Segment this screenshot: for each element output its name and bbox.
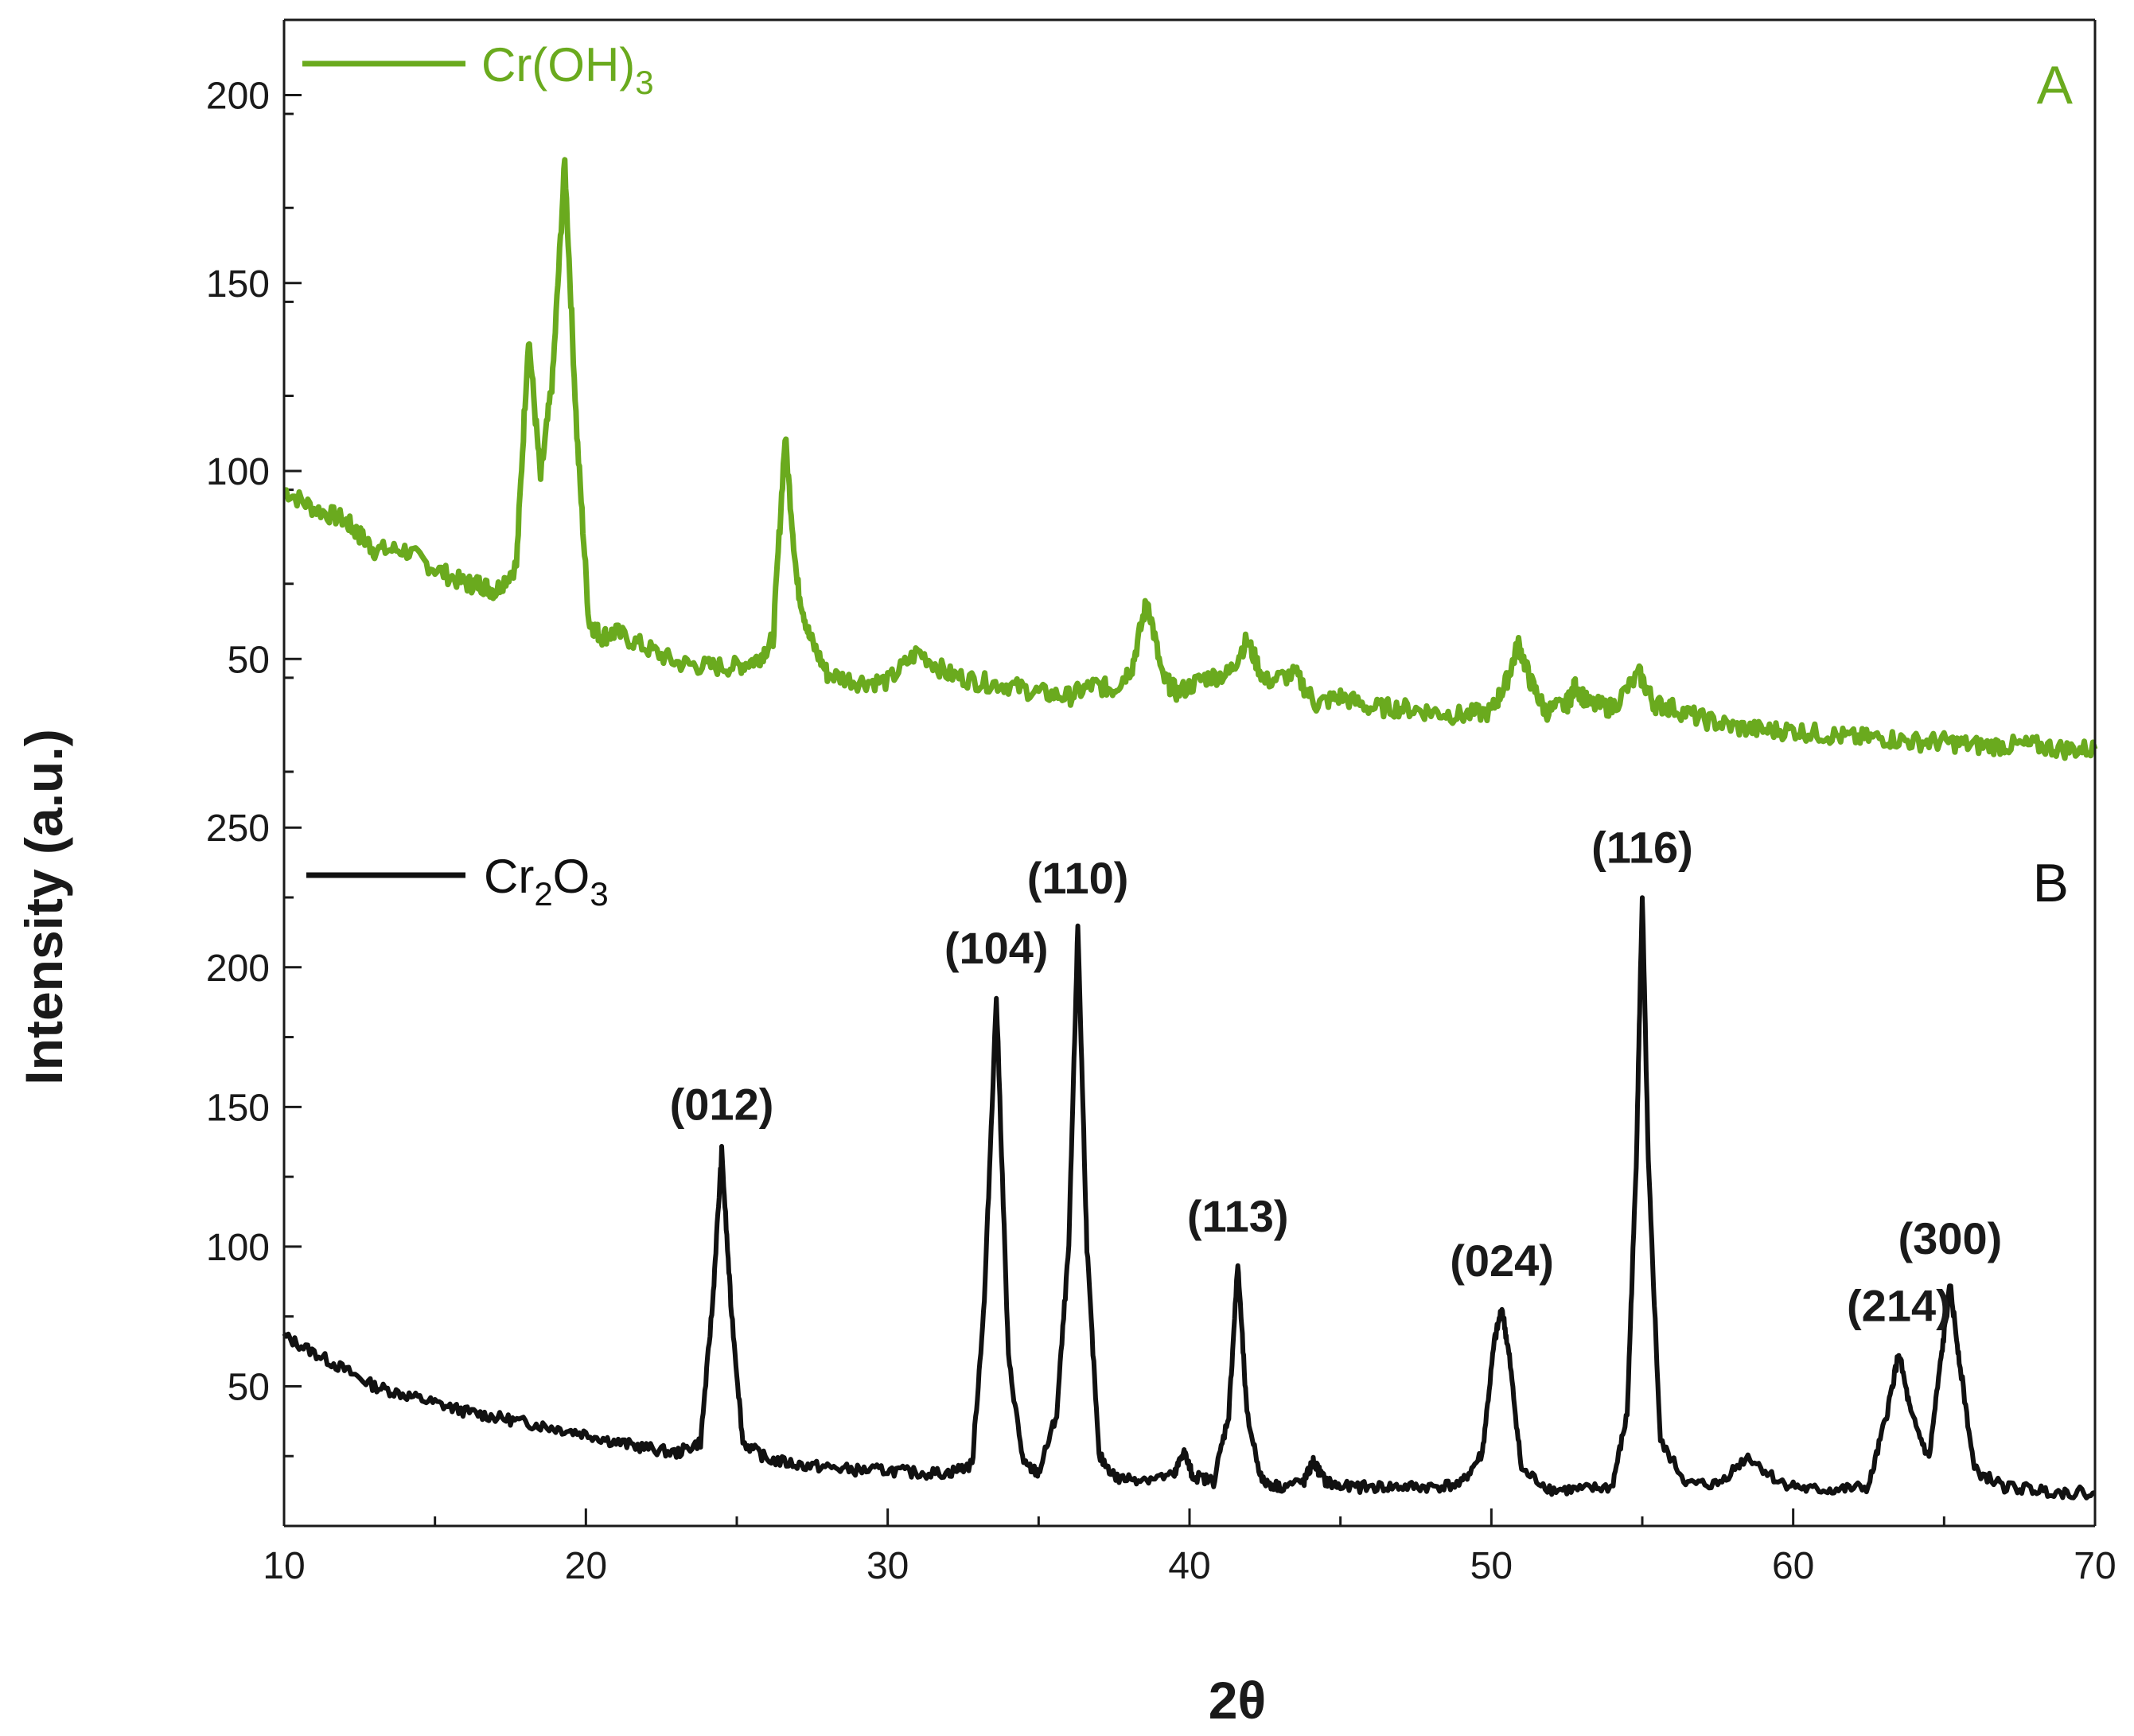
plot-frame xyxy=(282,18,2097,1528)
legend-label-cr-oh-3: Cr(OH)3 xyxy=(481,38,654,101)
hkl-label: (300) xyxy=(1898,1213,2003,1263)
x-axis-ticks: 10 20 30 40 50 60 70 xyxy=(263,1508,2116,1587)
y-tick-label: 250 xyxy=(206,808,270,850)
legend-label-subscript: 2 xyxy=(534,875,552,913)
hkl-label: (113) xyxy=(1187,1191,1289,1241)
panel-letter-b: B xyxy=(2033,853,2069,913)
panel-b: 50 100 150 200 250 10 20 30 40 50 60 70 (012) (104)… xyxy=(206,808,2116,1587)
hkl-label: (214) xyxy=(1847,1280,1951,1330)
hkl-label: (110) xyxy=(1027,853,1129,903)
x-tick-label: 10 xyxy=(263,1545,305,1587)
x-tick-label: 50 xyxy=(1470,1545,1513,1587)
hkl-label: (116) xyxy=(1591,823,1693,873)
x-tick-label: 40 xyxy=(1168,1545,1210,1587)
x-tick-label: 30 xyxy=(866,1545,909,1587)
panel-a-y-ticks: 50 100 150 200 xyxy=(206,18,302,773)
legend-label-base: O xyxy=(553,850,590,903)
y-axis-title: Intensity (a.u.) xyxy=(14,729,73,1084)
legend-label-cr2o3: Cr2O3 xyxy=(484,850,609,913)
series-line-cr2o3 xyxy=(282,895,2096,1501)
x-tick-label: 70 xyxy=(2074,1545,2116,1587)
y-tick-label: 100 xyxy=(206,1227,270,1269)
hkl-annotations: (012) (104) (110) (113) (024) (116) (214) (300) xyxy=(670,823,2003,1331)
y-tick-label: 200 xyxy=(206,76,270,118)
y-tick-label: 200 xyxy=(206,948,270,990)
panel-letter-a: A xyxy=(2037,55,2074,115)
y-tick-label: 50 xyxy=(228,1366,270,1408)
legend-label-base: Cr xyxy=(484,850,534,903)
x-tick-label: 60 xyxy=(1772,1545,1814,1587)
legend-label-base: Cr(OH) xyxy=(481,38,635,91)
y-tick-label: 50 xyxy=(228,639,270,681)
y-tick-label: 150 xyxy=(206,263,270,306)
series-line-cr-oh-3 xyxy=(283,157,2098,761)
legend-label-subscript: 3 xyxy=(635,64,653,101)
x-axis-title: 2θ xyxy=(1209,1671,1266,1730)
hkl-label: (012) xyxy=(670,1080,774,1130)
panel-a: 50 100 150 200 Cr(OH)3 A xyxy=(206,18,2098,773)
panel-b-y-ticks: 50 100 150 200 250 xyxy=(206,808,302,1528)
y-tick-label: 100 xyxy=(206,451,270,493)
y-tick-label: 150 xyxy=(206,1087,270,1129)
hkl-label: (024) xyxy=(1450,1236,1554,1286)
legend-label-subscript: 3 xyxy=(590,875,608,913)
hkl-label: (104) xyxy=(944,923,1049,973)
x-tick-label: 20 xyxy=(565,1545,607,1587)
